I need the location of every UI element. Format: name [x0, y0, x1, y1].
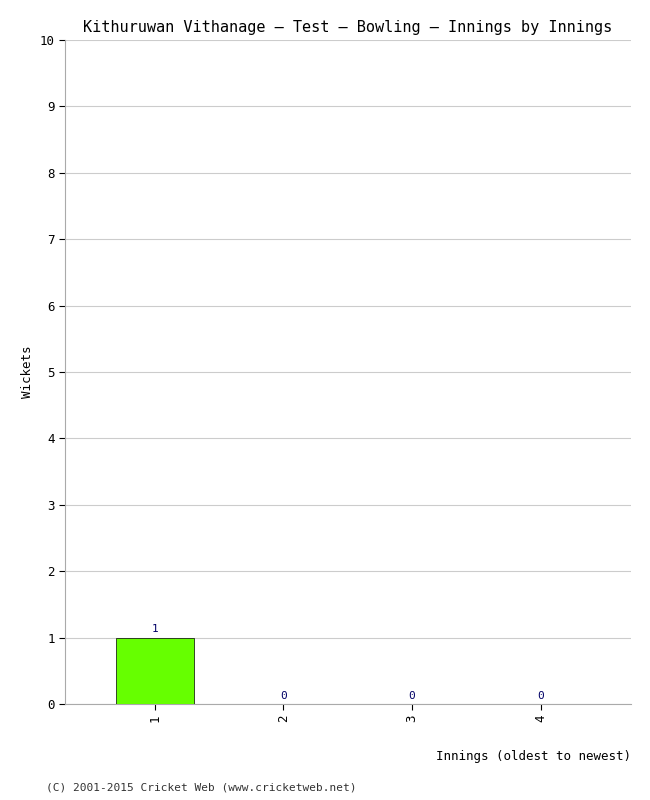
- Text: 0: 0: [537, 690, 544, 701]
- Text: Innings (oldest to newest): Innings (oldest to newest): [436, 750, 630, 763]
- Text: 1: 1: [151, 624, 159, 634]
- Title: Kithuruwan Vithanage – Test – Bowling – Innings by Innings: Kithuruwan Vithanage – Test – Bowling – …: [83, 20, 612, 34]
- Text: 0: 0: [280, 690, 287, 701]
- Text: (C) 2001-2015 Cricket Web (www.cricketweb.net): (C) 2001-2015 Cricket Web (www.cricketwe…: [46, 782, 356, 792]
- Bar: [116, 638, 194, 704]
- Y-axis label: Wickets: Wickets: [21, 346, 34, 398]
- Text: 0: 0: [409, 690, 415, 701]
